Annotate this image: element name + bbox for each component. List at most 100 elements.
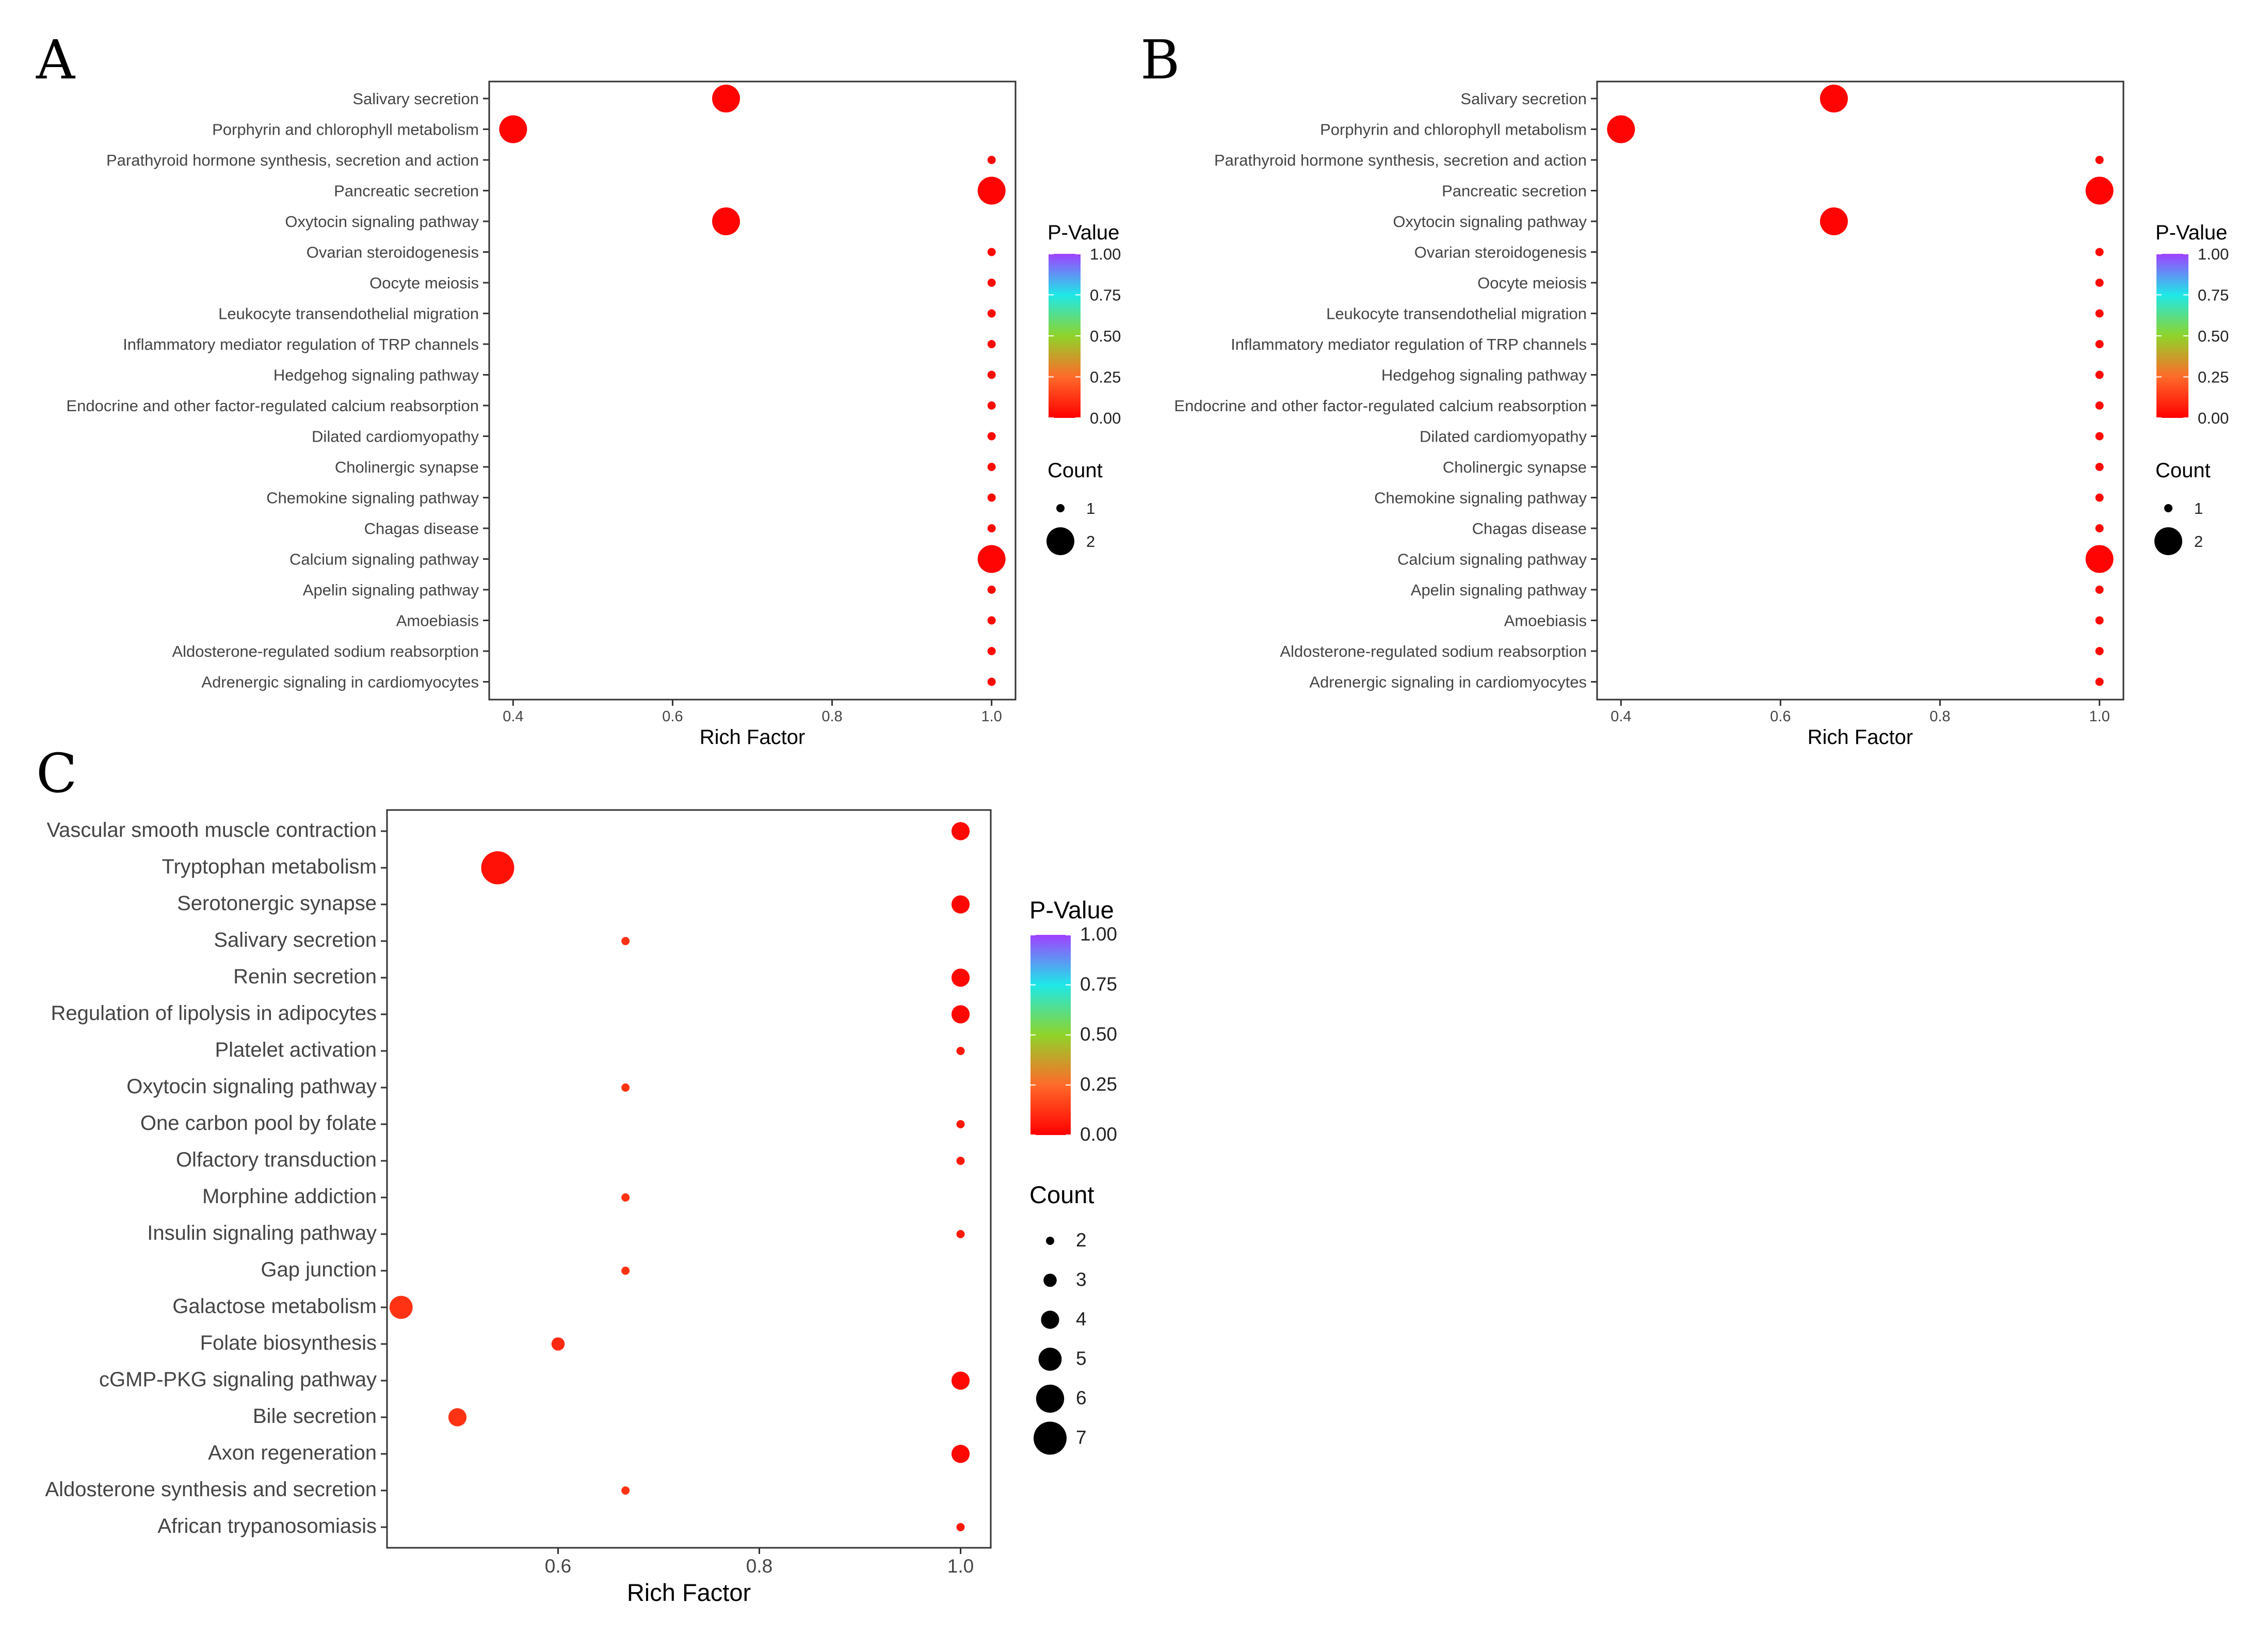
panel-c-x-ticks: 0.6 0.8 1.0	[545, 1548, 974, 1577]
panel-b-data-point	[1820, 85, 1848, 112]
panel-a-category-label: Endocrine and other factor-regulated cal…	[66, 397, 479, 415]
panel-a-count-legend-dot	[1046, 527, 1074, 555]
panel-c-count-legend-title: Count	[1029, 1181, 1094, 1208]
panel-b-category-label: Parathyroid hormone synthesis, secretion…	[1214, 151, 1587, 169]
panel-c-count-legend-dot	[1036, 1384, 1065, 1413]
panel-b-category-label: Ovarian steroidogenesis	[1414, 244, 1587, 262]
panel-c-data-point	[621, 1486, 630, 1495]
panel-b-category-label: Oocyte meiosis	[1477, 274, 1587, 292]
panel-a-category-label: Calcium signaling pathway	[289, 550, 479, 569]
panel-c-pvalue-ticks: 1.00 0.75 0.50 0.25 0.00	[1030, 924, 1117, 1145]
panel-b-data-point	[2095, 524, 2104, 532]
panel-c-category-label: One carbon pool by folate	[140, 1112, 377, 1135]
panel-a-x-tick-label: 1.0	[981, 708, 1002, 725]
panel-a-pvalue-legend-title: P-Value	[1048, 221, 1119, 244]
panel-b-data-point	[2095, 677, 2104, 686]
panel-b-data-point	[2095, 647, 2104, 655]
panel-a-category-label: Apelin signaling pathway	[303, 581, 479, 599]
panel-a-x-tick-label: 0.8	[822, 708, 842, 725]
panel-a-data-point	[987, 279, 996, 287]
panel-b-x-tick-label: 1.0	[2089, 708, 2109, 725]
panel-b-count-legend-label: 2	[2194, 532, 2203, 550]
panel-b-category-label: Endocrine and other factor-regulated cal…	[1174, 397, 1587, 415]
panel-a-pvalue-ticks: 1.00 0.75 0.50 0.25 0.00	[1049, 245, 1121, 427]
panel-c-count-legend-dot	[1043, 1273, 1057, 1287]
panel-b-category-label: Salivary secretion	[1460, 90, 1587, 108]
panel-b-data-point	[2095, 432, 2104, 441]
panel-c: Vascular smooth muscle contraction Trypto…	[45, 809, 1117, 1606]
panel-b-category-label: Amoebiasis	[1504, 612, 1587, 630]
panel-a-data-point	[987, 156, 996, 164]
panel-b-count-legend-label: 1	[2194, 499, 2203, 517]
panel-c-count-legend-dot	[1046, 1237, 1054, 1245]
panel-b-count-legend: 12	[2154, 499, 2203, 555]
panel-c-count-legend-dot	[1041, 1310, 1059, 1329]
panel-c-data-point	[389, 1295, 413, 1319]
panel-c-points	[389, 822, 970, 1531]
panel-c-x-tick-label: 1.0	[947, 1556, 974, 1577]
panel-b-data-point	[2095, 463, 2104, 471]
panel-b-x-tick-label: 0.6	[1770, 708, 1791, 725]
panel-a-category-label: Cholinergic synapse	[335, 458, 479, 476]
panel-b-data-point	[2095, 309, 2104, 318]
panel-c-category-label: Bile secretion	[253, 1405, 377, 1428]
panel-a-data-point	[977, 176, 1006, 205]
panel-b-data-point	[2095, 586, 2104, 594]
panel-c-count-legend-label: 2	[1076, 1229, 1087, 1251]
panel-a-colorbar-label: 0.00	[1090, 409, 1121, 427]
panel-a-category-label: Pancreatic secretion	[334, 182, 479, 200]
panel-c-x-tick-label: 0.8	[746, 1556, 772, 1577]
panel-b-count-legend-dot	[2164, 504, 2172, 512]
panel-a-colorbar-label: 0.50	[1090, 327, 1121, 345]
panel-a-category-label: Dilated cardiomyopathy	[312, 428, 479, 446]
panel-c-data-point	[621, 1193, 630, 1202]
panel-a-data-point	[987, 677, 996, 686]
panel-a-colorbar-label: 0.25	[1090, 368, 1121, 386]
panel-a-data-point	[987, 309, 996, 318]
panel-c-colorbar-label: 0.75	[1080, 974, 1117, 995]
panel-c-colorbar-label: 0.50	[1080, 1024, 1117, 1045]
panel-b-colorbar-label: 0.50	[2198, 327, 2229, 345]
panel-b-points	[1607, 85, 2114, 686]
panel-c-category-label: Olfactory transduction	[176, 1148, 377, 1171]
panel-a-data-point	[987, 340, 996, 348]
panel-c-data-point	[956, 1047, 965, 1055]
panel-a-count-legend-title: Count	[1048, 459, 1103, 482]
panel-c-category-label: Gap junction	[261, 1258, 377, 1281]
panel-a-category-label: Parathyroid hormone synthesis, secretion…	[106, 151, 479, 169]
panel-a-data-point	[987, 401, 996, 410]
panel-a-points	[499, 85, 1006, 686]
panel-b-category-label: Porphyrin and chlorophyll metabolism	[1320, 121, 1587, 139]
panel-a-data-point	[987, 248, 996, 256]
panel-b-x-tick-label: 0.8	[1929, 708, 1950, 725]
panel-letter-a: A	[36, 28, 76, 91]
panel-b-category-label: Aldosterone-regulated sodium reabsorptio…	[1280, 642, 1587, 660]
panel-a-category-label: Ovarian steroidogenesis	[307, 244, 479, 262]
panel-c-category-label: Aldosterone synthesis and secretion	[45, 1478, 377, 1501]
panel-a-category-label: Salivary secretion	[352, 90, 479, 108]
panel-c-count-legend: 2 3 4 5 6 7	[1034, 1229, 1087, 1455]
panel-c-count-legend-label: 4	[1076, 1308, 1087, 1330]
panel-b-category-label: Leukocyte transendothelial migration	[1326, 305, 1587, 323]
panel-c-x-axis-title: Rich Factor	[627, 1579, 751, 1606]
panel-b-category-label: Inflammatory mediator regulation of TRP …	[1231, 335, 1587, 353]
panel-b-category-label: Cholinergic synapse	[1443, 458, 1587, 476]
panel-c-data-point	[956, 1523, 965, 1531]
panel-b-category-label: Apelin signaling pathway	[1411, 581, 1587, 599]
panel-c-category-label: Oxytocin signaling pathway	[126, 1075, 377, 1098]
panel-a-colorbar-label: 0.75	[1090, 286, 1121, 304]
panel-c-plot-frame	[386, 809, 992, 1549]
panel-c-data-point	[956, 1120, 965, 1128]
panel-a: Salivary secretion Porphyrin and chloroph…	[66, 80, 1121, 749]
panel-b-data-point	[2095, 401, 2104, 410]
panel-b-category-label: Oxytocin signaling pathway	[1393, 213, 1587, 231]
panel-a-x-tick-label: 0.4	[503, 708, 523, 725]
panel-a-category-label: Aldosterone-regulated sodium reabsorptio…	[172, 642, 479, 660]
panel-b-colorbar-label: 0.75	[2198, 286, 2229, 304]
panel-a-count-legend-dot	[1056, 504, 1065, 512]
panel-c-count-legend-label: 5	[1076, 1348, 1087, 1369]
panel-c-data-point	[448, 1408, 467, 1427]
panel-b-data-point	[2095, 493, 2104, 502]
panel-a-category-label: Porphyrin and chlorophyll metabolism	[212, 121, 479, 139]
panel-b-x-ticks: 0.4 0.6 0.8 1.0	[1610, 700, 2110, 725]
